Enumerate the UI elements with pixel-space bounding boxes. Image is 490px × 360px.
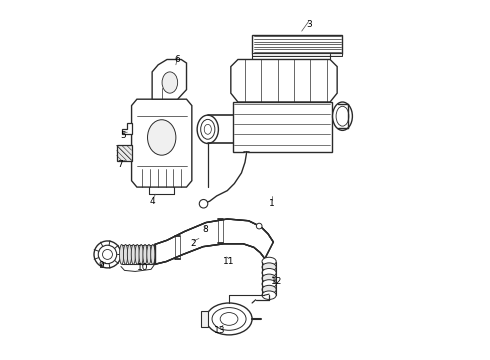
Ellipse shape xyxy=(143,244,147,264)
Ellipse shape xyxy=(162,72,178,93)
Ellipse shape xyxy=(151,244,155,264)
Text: 2: 2 xyxy=(191,239,196,248)
Ellipse shape xyxy=(123,244,128,264)
Polygon shape xyxy=(117,145,132,161)
Text: 7: 7 xyxy=(118,159,123,168)
Ellipse shape xyxy=(204,124,211,134)
Ellipse shape xyxy=(147,120,176,155)
Text: 1: 1 xyxy=(269,198,274,207)
Ellipse shape xyxy=(262,263,276,271)
Ellipse shape xyxy=(212,307,246,330)
Polygon shape xyxy=(152,59,187,99)
Ellipse shape xyxy=(199,199,208,208)
Ellipse shape xyxy=(262,280,276,288)
Ellipse shape xyxy=(262,285,276,294)
Ellipse shape xyxy=(131,244,135,264)
Text: 6: 6 xyxy=(175,55,180,64)
Ellipse shape xyxy=(220,312,238,325)
Text: 9: 9 xyxy=(98,261,104,270)
Text: 3: 3 xyxy=(306,19,312,28)
Polygon shape xyxy=(231,59,337,102)
Ellipse shape xyxy=(262,274,276,283)
Text: 8: 8 xyxy=(202,225,208,234)
Text: 4: 4 xyxy=(150,197,156,206)
Polygon shape xyxy=(122,123,132,134)
Polygon shape xyxy=(252,35,343,54)
Ellipse shape xyxy=(98,245,117,264)
Ellipse shape xyxy=(120,244,124,264)
Ellipse shape xyxy=(336,106,349,126)
Text: 12: 12 xyxy=(270,276,282,285)
Ellipse shape xyxy=(127,244,132,264)
Text: 13: 13 xyxy=(215,326,226,335)
Text: 11: 11 xyxy=(223,257,235,266)
Ellipse shape xyxy=(262,257,276,266)
Polygon shape xyxy=(252,53,343,56)
Ellipse shape xyxy=(256,223,262,229)
Ellipse shape xyxy=(139,244,143,264)
Polygon shape xyxy=(201,311,208,327)
Ellipse shape xyxy=(262,291,276,300)
Text: 5: 5 xyxy=(120,131,125,140)
Ellipse shape xyxy=(206,303,252,335)
Ellipse shape xyxy=(135,244,139,264)
Polygon shape xyxy=(155,219,273,264)
Ellipse shape xyxy=(147,244,151,264)
Ellipse shape xyxy=(102,249,112,260)
Ellipse shape xyxy=(262,269,276,277)
Ellipse shape xyxy=(197,115,219,144)
Polygon shape xyxy=(233,102,332,152)
Ellipse shape xyxy=(333,102,352,130)
Polygon shape xyxy=(132,99,192,187)
Ellipse shape xyxy=(201,120,215,139)
Text: 10: 10 xyxy=(136,263,148,272)
Ellipse shape xyxy=(94,241,121,268)
